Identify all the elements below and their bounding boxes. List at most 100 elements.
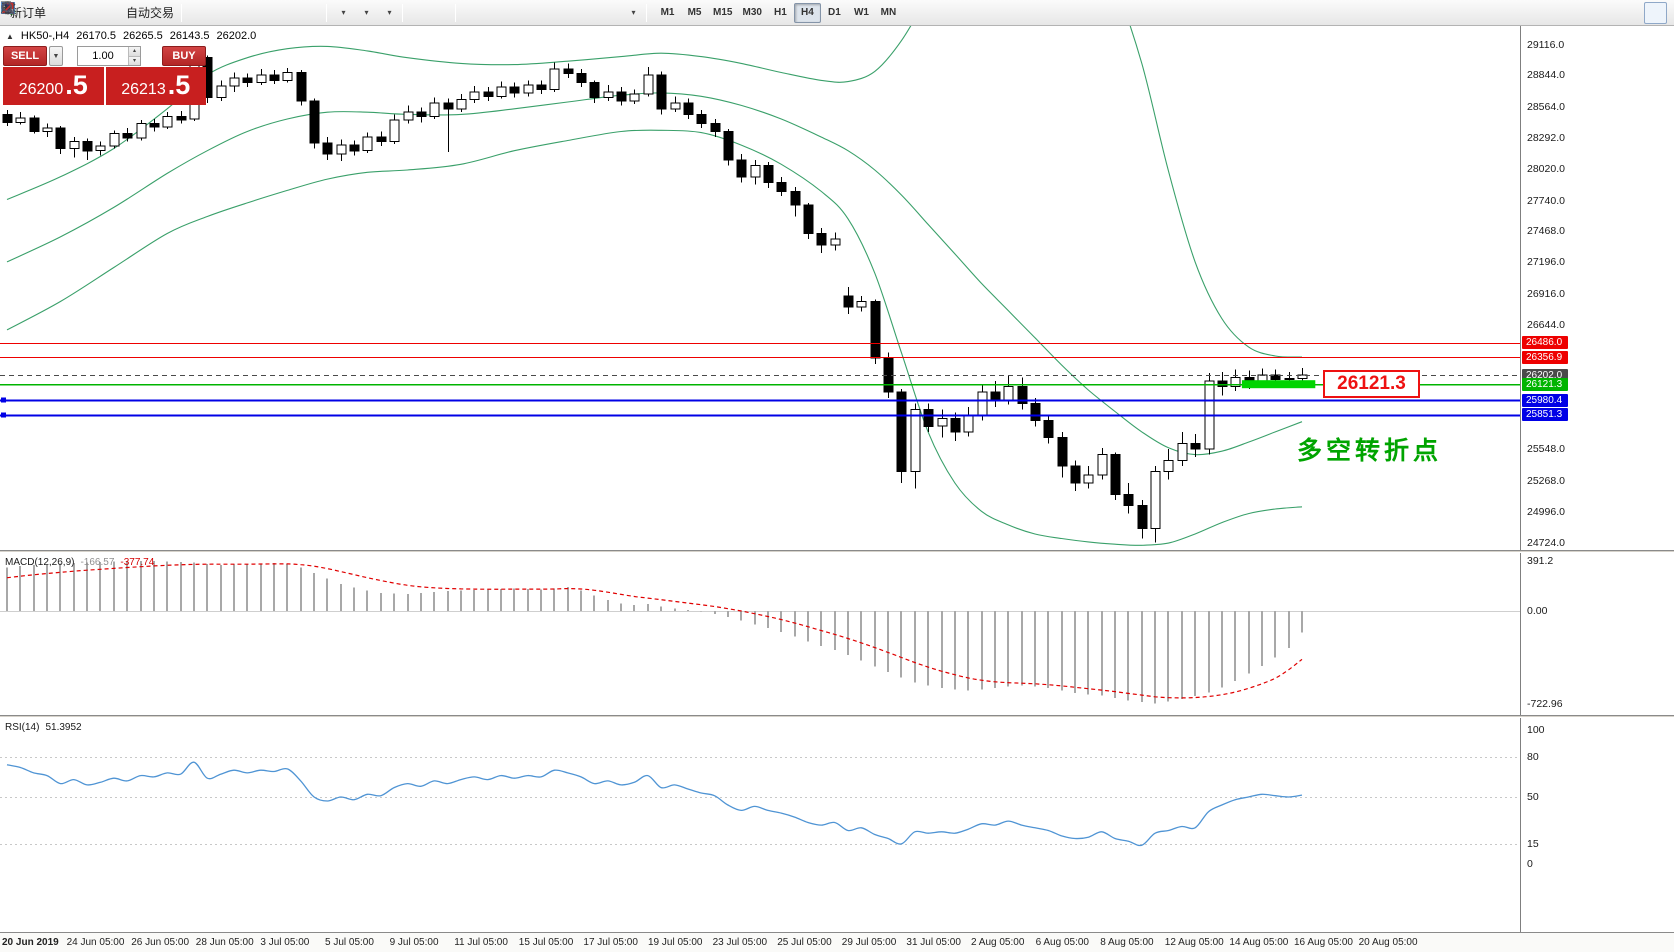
buy-price-panel[interactable]: 26213.5 bbox=[105, 67, 206, 105]
candle-chart-button[interactable] bbox=[2, 2, 231, 24]
zoom-in-button[interactable] bbox=[1, 1, 277, 24]
price-tick: 27468.0 bbox=[1527, 225, 1565, 237]
tile-windows-button[interactable] bbox=[2, 2, 323, 24]
fibonacci-button[interactable] bbox=[1, 2, 574, 24]
timeframe-h1[interactable]: H1 bbox=[774, 7, 787, 18]
sell-price-fraction: .5 bbox=[65, 70, 88, 100]
new-order-label: 新订单 bbox=[10, 6, 47, 20]
time-tick-label: 11 Jul 05:00 bbox=[454, 937, 508, 948]
profiles-button[interactable] bbox=[1, 2, 96, 24]
rsi-indicator-panel[interactable] bbox=[0, 718, 1520, 930]
time-axis[interactable]: 20 Jun 2019 24 Jun 05:00 26 Jun 05:00 28 Ju… bbox=[0, 932, 1674, 952]
sell-price-panel[interactable]: 26200.5 bbox=[3, 67, 104, 105]
pivot-highlight-bar[interactable] bbox=[1241, 380, 1316, 389]
timeframe-h4[interactable]: H4 bbox=[793, 2, 821, 23]
panel-divider[interactable] bbox=[0, 550, 1674, 553]
price-tick: 24724.0 bbox=[1527, 537, 1565, 549]
trendline-button[interactable] bbox=[2, 2, 528, 24]
rsi-value: 51.3952 bbox=[45, 722, 82, 733]
time-tick-label: 8 Aug 05:00 bbox=[1100, 937, 1154, 948]
rsi-scale-tick: 80 bbox=[1527, 751, 1539, 763]
low-value: 26143.5 bbox=[169, 30, 210, 42]
open-value: 26170.5 bbox=[76, 30, 116, 42]
time-tick-label: 2 Aug 05:00 bbox=[971, 937, 1025, 948]
line-chart-button[interactable] bbox=[1, 2, 254, 24]
high-value: 26265.5 bbox=[122, 30, 163, 42]
pivot-price-callout[interactable]: 26121.3 bbox=[1323, 370, 1420, 398]
timeframe-m1[interactable]: M1 bbox=[660, 7, 675, 18]
time-tick-label: 9 Jul 05:00 bbox=[389, 937, 439, 948]
sell-button[interactable]: SELL bbox=[3, 46, 47, 66]
price-tick: 26644.0 bbox=[1527, 319, 1565, 331]
text-label-button[interactable]: T bbox=[4, 2, 620, 24]
time-tick-label: 31 Jul 05:00 bbox=[906, 937, 961, 948]
volume-input[interactable] bbox=[78, 47, 128, 65]
toolbar-separator bbox=[646, 3, 648, 22]
main-chart-panel[interactable]: ▲ HK50-,H4 26170.5 26265.5 26143.5 26202… bbox=[0, 26, 1520, 550]
chart-window-button[interactable] bbox=[1, 2, 73, 24]
buy-price-main: 26213 bbox=[121, 81, 166, 98]
arrow-tools-button[interactable]: ▾ bbox=[2, 2, 643, 24]
volume-increase-button[interactable]: ▴ bbox=[129, 47, 140, 56]
pivot-annotation-text[interactable]: 多空转折点 bbox=[1297, 436, 1443, 465]
macd-scale-tick: 391.2 bbox=[1527, 555, 1554, 567]
templates-button[interactable]: ▾ bbox=[2, 2, 399, 24]
support-line-2-badge: 25851.3 bbox=[1522, 408, 1568, 421]
refresh-button[interactable] bbox=[2, 2, 119, 24]
equidistant-channel-button[interactable] bbox=[1, 2, 551, 24]
macd-histogram bbox=[6, 561, 1303, 704]
resistance-line-1-badge: 26486.0 bbox=[1522, 336, 1568, 349]
volume-dropdown-button[interactable]: ▼ bbox=[49, 46, 63, 66]
price-scale[interactable]: 29116.0 28844.0 28564.0 28292.0 28020.0 27740… bbox=[1520, 26, 1674, 932]
macd-main-value: -166.57 bbox=[80, 557, 115, 568]
time-tick-label: 23 Jul 05:00 bbox=[712, 937, 768, 948]
timeframe-w1[interactable]: W1 bbox=[853, 7, 869, 18]
cursor-button[interactable] bbox=[5, 1, 429, 24]
price-tick: 24996.0 bbox=[1527, 506, 1565, 518]
timeframe-m15[interactable]: M15 bbox=[713, 7, 733, 18]
periods-button[interactable]: ▾ bbox=[1, 1, 376, 24]
time-tick-label: 19 Jul 05:00 bbox=[648, 937, 703, 948]
bollinger-middle-band bbox=[6, 92, 1303, 456]
search-objects-button[interactable] bbox=[1, 1, 1667, 24]
sell-price-main: 26200 bbox=[18, 81, 64, 98]
price-tick: 28020.0 bbox=[1527, 163, 1565, 175]
vertical-line-button[interactable] bbox=[7, 2, 482, 24]
zoom-out-button[interactable] bbox=[1, 1, 300, 24]
buy-button[interactable]: BUY bbox=[162, 46, 206, 66]
toolbar-separator bbox=[326, 3, 328, 22]
collapse-triangle-icon[interactable]: ▲ bbox=[6, 31, 14, 41]
pivot-line-badge: 26121.3 bbox=[1522, 378, 1568, 391]
price-tick: 25268.0 bbox=[1527, 475, 1565, 487]
bollinger-upper-band bbox=[6, 26, 1303, 358]
main-toolbar: 新订单 自动交易 ▾ ▾ ▾ A T ▾ M1 M5 M15 M30 H1 H4 D1 W1 MN bbox=[0, 0, 1674, 26]
rsi-name: RSI(14) bbox=[5, 722, 40, 733]
chevron-down-icon: ▾ bbox=[364, 8, 369, 17]
rsi-canvas[interactable] bbox=[0, 718, 1520, 930]
macd-indicator-panel[interactable] bbox=[0, 553, 1520, 715]
horizontal-line-button[interactable] bbox=[2, 2, 505, 24]
price-chart-canvas[interactable] bbox=[0, 26, 1520, 550]
support-line-2-handle[interactable] bbox=[1, 412, 6, 418]
panel-divider[interactable] bbox=[0, 715, 1674, 718]
timeframe-mn[interactable]: MN bbox=[880, 7, 897, 18]
timeframe-m30[interactable]: M30 bbox=[742, 7, 762, 18]
timeframe-m5[interactable]: M5 bbox=[687, 7, 702, 18]
support-line-1-handle[interactable] bbox=[1, 397, 6, 403]
macd-canvas[interactable] bbox=[0, 553, 1520, 715]
symbol-period-label: HK50-,H4 bbox=[20, 30, 70, 42]
timeframe-d1[interactable]: D1 bbox=[828, 7, 841, 18]
toolbar-separator bbox=[402, 3, 404, 22]
text-button[interactable]: A bbox=[4, 2, 597, 24]
rsi-label: RSI(14) 51.3952 bbox=[5, 722, 82, 733]
one-click-trading-panel: SELL ▼ ▴ ▾ BUY 26200.5 26213.5 bbox=[3, 46, 206, 105]
support-line-1-badge: 25980.4 bbox=[1522, 394, 1568, 407]
price-tick: 28564.0 bbox=[1527, 101, 1565, 113]
bar-chart-button[interactable] bbox=[1, 2, 208, 24]
volume-decrease-button[interactable]: ▾ bbox=[129, 55, 140, 65]
autotrade-button[interactable]: 自动交易 bbox=[4, 2, 178, 24]
crosshair-button[interactable] bbox=[1, 1, 452, 24]
indicators-button[interactable]: ▾ bbox=[1, 2, 353, 24]
timeframe-switcher: M1 M5 M15 M30 H1 H4 D1 W1 MN bbox=[654, 2, 902, 23]
search-symbols-button[interactable] bbox=[1, 1, 1642, 24]
